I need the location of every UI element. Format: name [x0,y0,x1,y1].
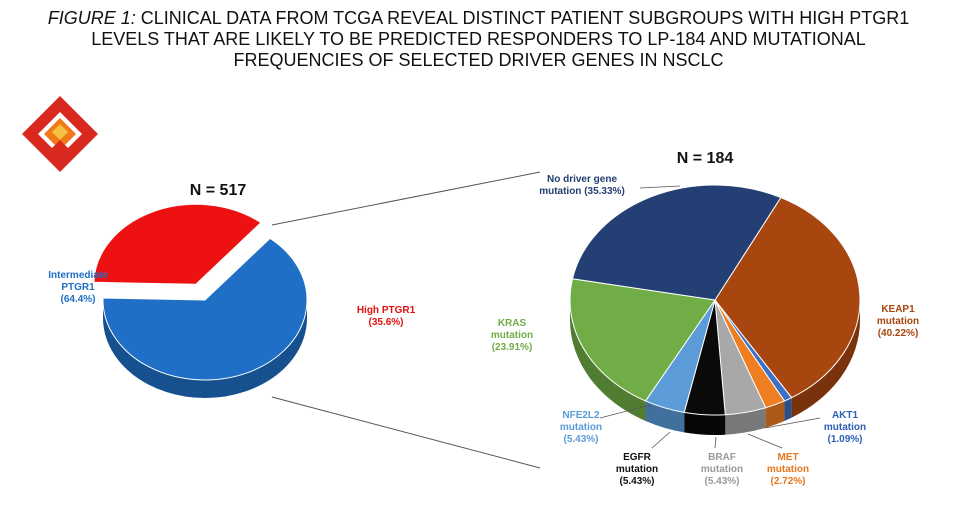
pie-chart-ptgr1 [93,203,308,398]
driver-side-egfr [684,412,726,435]
connector-line-bottom [271,396,541,469]
ptgr1-label-intermediate-line-3: (64.4%) [60,294,95,305]
driver-label-egfr-line-1: EGFR [623,452,652,463]
driver-label-nfe2l2: NFE2L2 mutation (5.43%) [560,410,602,445]
driver-side-akt1 [784,397,792,421]
logo-red-bottom [48,140,72,164]
driver-label-met-line-2: mutation [767,464,809,475]
driver-label-akt1-line-3: (1.09%) [827,434,862,445]
driver-label-nfe2l2-line-3: (5.43%) [563,434,598,445]
driver-side-braf [725,407,766,435]
driver-slice-keap1 [714,196,861,399]
driver-label-egfr-line-3: (5.43%) [619,476,654,487]
driver-label-nfe2l2-line-1: NFE2L2 [562,410,600,421]
driver-label-egfr-line-2: mutation [616,464,658,475]
company-logo [22,96,98,172]
connector-line-top [271,171,541,226]
logo-yellow-diamond [52,124,68,140]
ptgr1-slice-intermediate [102,237,308,381]
figure-title: FIGURE 1: CLINICAL DATA FROM TCGA REVEAL… [0,8,957,71]
driver-label-no-driver-gene-line-2: mutation (35.33%) [539,186,625,197]
ptgr1-label-high-ptgr1-line-2: (35.6%) [368,317,403,328]
driver-label-egfr: EGFR mutation (5.43%) [616,452,658,487]
driver-label-akt1-line-2: mutation [824,422,866,433]
driver-slice-no-driver-gene [571,184,782,301]
leader-line-3 [714,436,717,449]
n-label-driver-genes: N = 184 [677,150,734,167]
figure-title-line-2: LEVELS THAT ARE LIKELY TO BE PREDICTED R… [91,29,866,49]
driver-label-keap1-line-1: KEAP1 [881,304,915,315]
figure-title-prefix: FIGURE 1: [47,8,136,28]
driver-label-kras-line-2: mutation [491,330,533,341]
driver-label-kras: KRAS mutation (23.91%) [491,318,533,353]
slice-labels: N = 517 N = 184 Intermediate PTGR1 (64.4%) Hi… [48,150,919,487]
driver-side-kras [570,300,646,421]
figure-title-text-1: CLINICAL DATA FROM TCGA REVEAL DISTINCT … [140,8,910,28]
ptgr1-side-intermediate [103,300,307,398]
ptgr1-label-intermediate: Intermediate PTGR1 (64.4%) [48,270,108,305]
figure-title-line-1: FIGURE 1: CLINICAL DATA FROM TCGA REVEAL… [0,8,957,29]
driver-label-nfe2l2-line-2: mutation [560,422,602,433]
ptgr1-label-high-ptgr1-line-1: High PTGR1 [357,305,416,316]
ptgr1-label-intermediate-line-1: Intermediate [48,270,108,281]
driver-label-kras-line-3: (23.91%) [492,342,533,353]
connector-lines [271,171,541,469]
figure-title-line-3: FREQUENCIES OF SELECTED DRIVER GENES IN … [233,50,724,70]
driver-label-keap1-line-3: (40.22%) [878,328,919,339]
driver-label-no-driver-gene-line-1: No driver gene [547,174,617,185]
driver-label-keap1-line-2: mutation [877,316,919,327]
driver-side-met [765,400,785,428]
pie-chart-driver-genes [569,184,861,435]
driver-label-keap1: KEAP1 mutation (40.22%) [877,304,919,339]
driver-slice-kras [569,278,716,402]
leader-line-4 [747,433,783,449]
driver-label-akt1: AKT1 mutation (1.09%) [824,410,866,445]
driver-label-braf-line-1: BRAF [708,452,736,463]
ptgr1-label-high-ptgr1: High PTGR1 (35.6%) [357,305,416,328]
n-label-ptgr1: N = 517 [190,182,247,199]
driver-label-met-line-1: MET [777,452,798,463]
driver-label-braf-line-3: (5.43%) [704,476,739,487]
driver-label-met: MET mutation (2.72%) [767,452,809,487]
leader-line-6 [639,185,681,189]
ptgr1-label-intermediate-line-2: PTGR1 [61,282,95,293]
driver-label-braf: BRAF mutation (5.43%) [701,452,743,487]
leader-line-1 [599,404,651,419]
driver-side-nfe2l2 [645,400,685,433]
driver-label-akt1-line-1: AKT1 [832,410,859,421]
ptgr1-slice-high-ptgr1 [93,203,262,285]
driver-label-braf-line-2: mutation [701,464,743,475]
driver-label-kras-line-1: KRAS [498,318,527,329]
driver-label-no-driver-gene: No driver gene mutation (35.33%) [539,174,625,197]
leader-line-2 [651,431,671,449]
leader-line-5 [764,417,821,429]
driver-label-met-line-3: (2.72%) [770,476,805,487]
